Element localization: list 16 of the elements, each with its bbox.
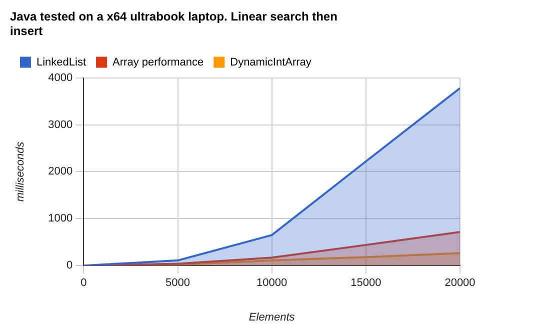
y-axis-title: milliseconds [14, 141, 27, 202]
y-tick-label: 4000 [48, 72, 73, 84]
legend-label: LinkedList [36, 56, 86, 68]
y-tick-label: 2000 [48, 166, 73, 178]
x-axis-title: Elements [248, 311, 296, 324]
chart-title: Java tested on a x64 ultrabook laptop. Linear search then insert [10, 10, 338, 38]
y-tick-label: 0 [66, 260, 73, 272]
x-tick-label: 15000 [350, 277, 382, 290]
y-tick-label: 1000 [48, 212, 73, 225]
y-tick-label: 3000 [48, 118, 73, 131]
x-tick-label: 0 [80, 277, 87, 290]
x-tick-label: 10000 [256, 277, 288, 290]
legend-label: Array performance [112, 56, 204, 68]
x-tick-label: 5000 [166, 277, 190, 290]
legend-label: DynamicIntArray [230, 56, 312, 68]
x-tick-label: 20000 [444, 277, 476, 290]
